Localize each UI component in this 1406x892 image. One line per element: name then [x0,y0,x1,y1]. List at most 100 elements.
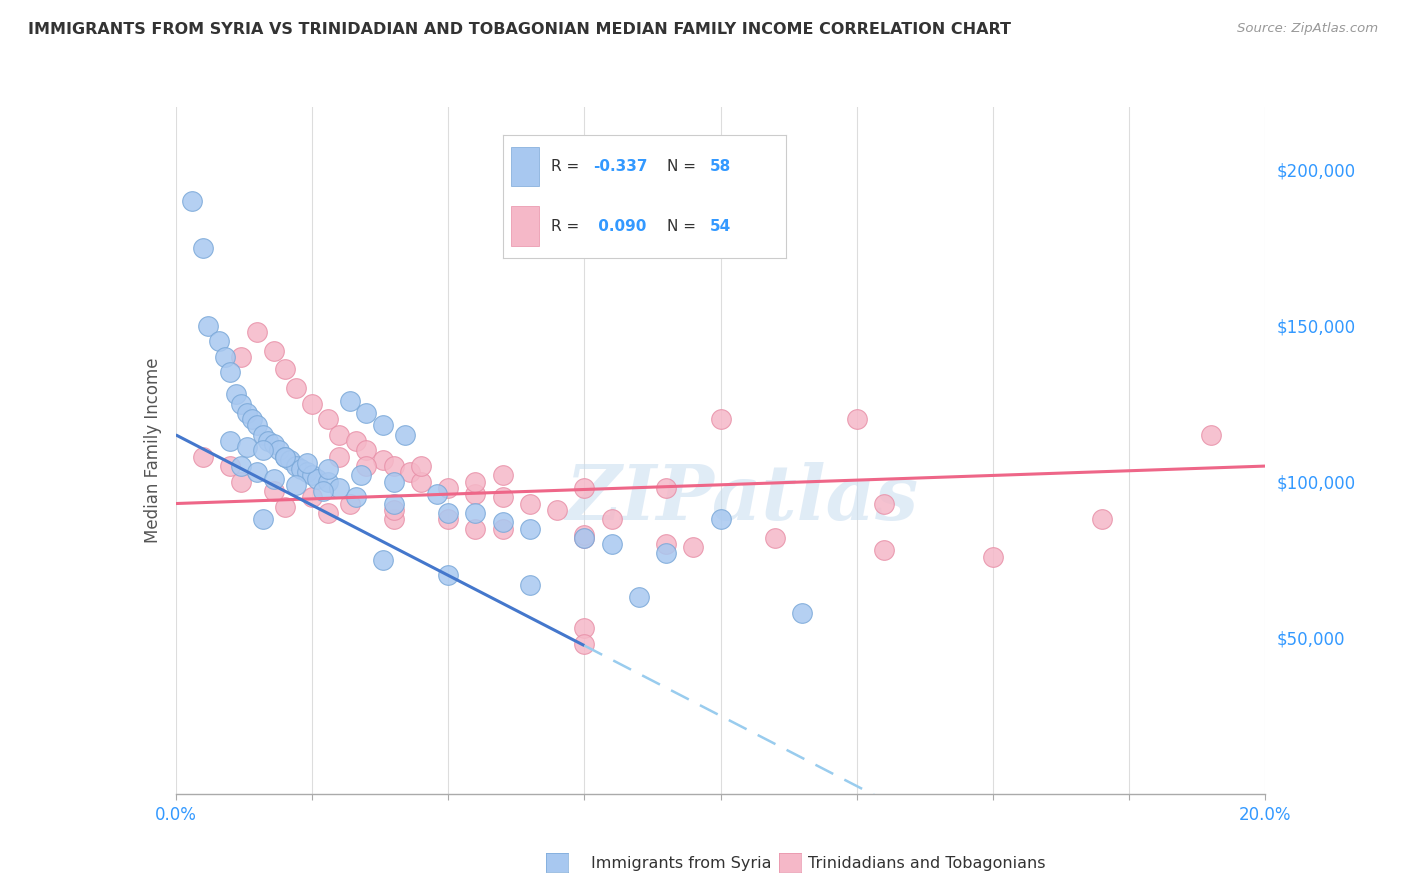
Point [492,521,515,535]
Point [231,458,253,473]
Point [235,440,257,454]
Point [263,483,285,498]
Point [845,412,868,426]
Point [873,496,896,510]
Point [181,194,204,208]
Point [437,512,460,526]
Point [574,531,596,545]
Point [339,393,361,408]
Point [981,549,1004,564]
Text: Trinidadians and Tobagonians: Trinidadians and Tobagonians [808,856,1046,871]
Point [214,350,236,364]
Point [600,537,623,551]
Point [437,481,460,495]
Point [328,481,350,495]
Point [274,450,297,464]
Point [382,512,405,526]
Point [464,475,486,489]
Point [274,362,297,376]
Point [263,437,285,451]
Point [519,521,541,535]
Point [350,468,373,483]
Point [464,506,486,520]
Point [792,606,814,620]
Point [246,325,269,339]
Point [225,387,247,401]
Point [257,434,280,449]
Point [191,450,214,464]
Point [307,471,329,485]
Point [399,466,422,480]
Point [274,500,297,514]
Point [246,466,269,480]
Point [197,318,219,333]
Point [710,512,733,526]
Point [464,521,486,535]
Point [301,396,323,410]
Point [627,591,650,605]
Point [240,412,263,426]
Point [464,487,486,501]
Point [235,406,257,420]
Point [710,412,733,426]
Point [682,541,704,555]
Text: IMMIGRANTS FROM SYRIA VS TRINIDADIAN AND TOBAGONIAN MEDIAN FAMILY INCOME CORRELA: IMMIGRANTS FROM SYRIA VS TRINIDADIAN AND… [28,22,1011,37]
Point [252,512,274,526]
Point [1199,427,1222,442]
Point [873,543,896,558]
Point [574,637,596,651]
Point [219,366,242,380]
Point [519,578,541,592]
Point [655,546,678,561]
Point [263,471,285,485]
Text: Immigrants from Syria: Immigrants from Syria [591,856,770,871]
Point [409,458,432,473]
Point [492,515,515,529]
Point [437,568,460,582]
Point [546,502,568,516]
Text: Source: ZipAtlas.com: Source: ZipAtlas.com [1237,22,1378,36]
Point [312,483,335,498]
Point [339,496,361,510]
Point [263,343,285,358]
Point [394,427,416,442]
Y-axis label: Median Family Income: Median Family Income [143,358,162,543]
Point [519,496,541,510]
Point [655,537,678,551]
Point [382,502,405,516]
Point [382,496,405,510]
Point [274,450,297,464]
Point [318,506,340,520]
Point [328,450,350,464]
Point [208,334,231,348]
Point [191,240,214,255]
Point [301,490,323,504]
Point [219,458,242,473]
Point [295,456,318,470]
Point [409,475,432,489]
Point [231,475,253,489]
Point [574,531,596,545]
Point [344,490,367,504]
Point [371,452,394,467]
Point [318,475,340,489]
Point [356,443,378,458]
Point [246,418,269,433]
Point [426,487,449,501]
Point [301,468,323,483]
Point [574,481,596,495]
Point [231,350,253,364]
Point [492,468,515,483]
Point [382,458,405,473]
Point [437,506,460,520]
Point [655,481,678,495]
Point [371,552,394,567]
Point [269,443,291,458]
Point [356,458,378,473]
Point [284,381,307,395]
Point [295,466,318,480]
Text: ZIPatlas: ZIPatlas [565,461,920,535]
Point [278,452,301,467]
Point [290,462,312,476]
Point [318,462,340,476]
